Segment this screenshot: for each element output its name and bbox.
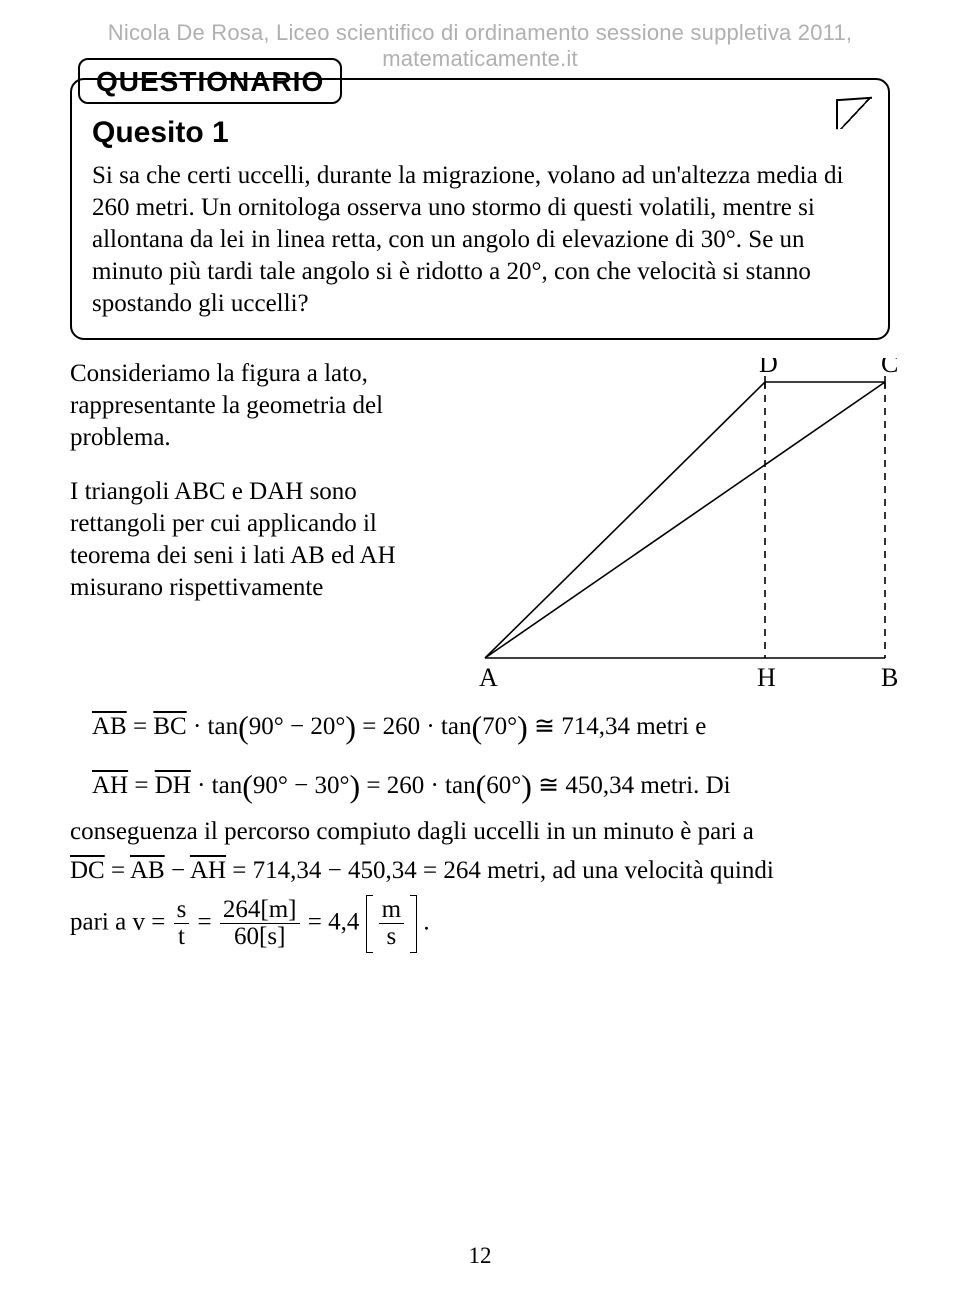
solution-para-1: Consideriamo la figura a lato, rappresen… [70,358,447,454]
page-number: 12 [0,1243,960,1269]
equation-4: pari a v = st = 264[m]60[s] = 4,4 ms . [70,895,890,953]
svg-text:C: C [881,358,898,378]
problem-statement: Si sa che certi uccelli, durante la migr… [92,160,868,320]
equation-1: AB = BC · tan(90° − 20°) = 260 · tan(70°… [92,698,890,757]
solution-cont: conseguenza il percorso compiuto dagli u… [70,816,890,848]
geometry-diagram: D C A H B [465,358,905,688]
question-title: Quesito 1 [92,116,868,150]
svg-text:A: A [479,663,498,688]
svg-text:H: H [757,663,776,688]
question-panel: QUESTIONARIO Quesito 1 Si sa che certi u… [70,78,890,340]
svg-text:B: B [881,663,898,688]
solution-para-2: I triangoli ABC e DAH sono rettangoli pe… [70,476,447,604]
equation-3: DC = AB − AH = 714,34 − 450,34 = 264 met… [70,848,890,894]
svg-text:D: D [759,358,778,378]
equation-2: AH = DH · tan(90° − 30°) = 260 · tan(60°… [92,757,890,816]
